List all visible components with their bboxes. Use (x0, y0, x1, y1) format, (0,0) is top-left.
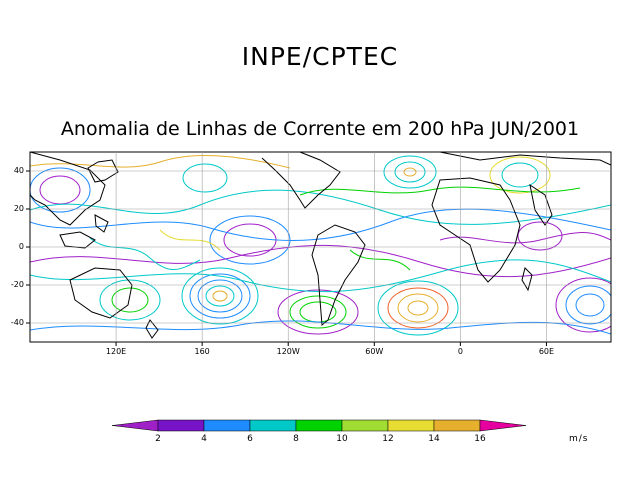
scale-label: 10 (336, 434, 348, 444)
scale-segment (341, 419, 389, 432)
scale-label: 16 (474, 434, 486, 444)
scale-segment (433, 419, 481, 432)
coastlines (30, 152, 611, 339)
streamlines (30, 155, 611, 336)
x-tick-label: 120E (105, 347, 127, 356)
y-tick-label: -40 (10, 318, 24, 327)
x-tick-label: 120W (276, 347, 300, 356)
x-tick-label: 160 (194, 347, 210, 356)
scale-arrow-low (111, 419, 159, 432)
scale-label: 12 (382, 434, 394, 444)
scale-segment (203, 419, 251, 432)
map-subtitle: Anomalia de Linhas de Corrente em 200 hP… (60, 118, 580, 140)
scale-segment (249, 419, 297, 432)
x-tick-label: 0 (457, 347, 463, 356)
scale-segment (157, 419, 205, 432)
scale-label: 8 (293, 434, 299, 444)
y-tick-label: -20 (10, 280, 24, 289)
scale-segment (387, 419, 435, 432)
y-tick-label: 20 (13, 204, 24, 213)
scale-segment (295, 419, 343, 432)
y-tick-label: 40 (13, 166, 24, 175)
units-label: m/s (569, 434, 589, 444)
scale-label: 6 (247, 434, 253, 444)
x-tick-label: 60W (365, 347, 384, 356)
scale-label: 14 (428, 434, 440, 444)
y-tick-label: 0 (18, 242, 24, 251)
scale-arrow-high (479, 419, 527, 432)
scale-label: 4 (201, 434, 207, 444)
map-content (30, 152, 611, 339)
graticule (26, 152, 611, 346)
organization-title: INPE/CPTEC (241, 42, 399, 71)
scale-label: 2 (155, 434, 161, 444)
x-tick-label: 60E (538, 347, 555, 356)
